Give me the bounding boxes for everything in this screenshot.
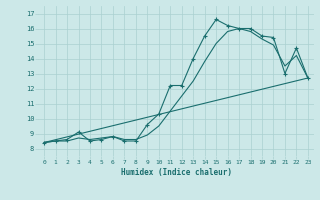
X-axis label: Humidex (Indice chaleur): Humidex (Indice chaleur) [121, 168, 231, 177]
